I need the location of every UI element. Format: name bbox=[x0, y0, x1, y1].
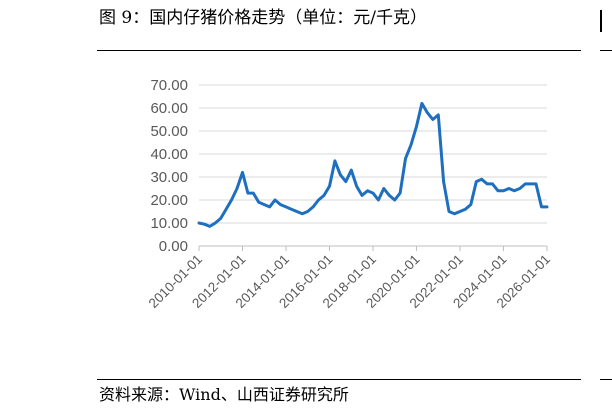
y-tick-label: 30.00 bbox=[150, 169, 188, 186]
y-tick-label: 70.00 bbox=[150, 77, 188, 94]
next-column-edge bbox=[600, 10, 612, 32]
next-column-bottom-rule bbox=[600, 379, 612, 380]
next-column-top-rule bbox=[600, 50, 612, 51]
y-tick-label: 0.00 bbox=[159, 238, 188, 255]
bottom-rule bbox=[97, 379, 581, 380]
figure-title: 图 9：国内仔猪价格走势（单位：元/千克） bbox=[99, 8, 427, 28]
source-note: 资料来源：Wind、山西证券研究所 bbox=[99, 385, 349, 404]
y-axis: 0.00 10.00 20.00 30.00 40.00 50.00 60.00 70.00 bbox=[150, 77, 188, 255]
y-tick-label: 60.00 bbox=[150, 100, 188, 117]
y-tick-label: 20.00 bbox=[150, 192, 188, 209]
y-tick-label: 50.00 bbox=[150, 123, 188, 140]
y-tick-label: 40.00 bbox=[150, 146, 188, 163]
series-line bbox=[197, 101, 549, 228]
x-axis: 2010-01-012012-01-012014-01-012016-01-01… bbox=[146, 245, 553, 311]
gridlines bbox=[199, 84, 547, 224]
top-rule bbox=[97, 50, 581, 51]
y-tick-label: 10.00 bbox=[150, 215, 188, 232]
